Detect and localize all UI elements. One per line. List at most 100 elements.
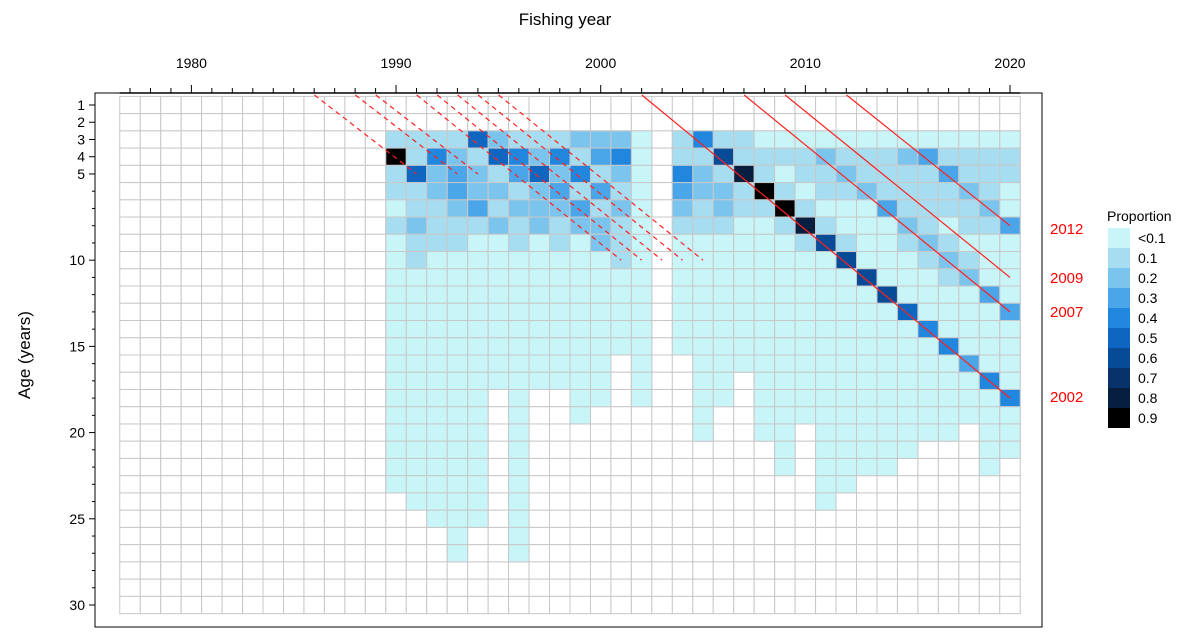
empty-cell [139, 509, 162, 528]
empty-cell [569, 423, 591, 442]
empty-cell [917, 457, 939, 477]
empty-cell [487, 492, 510, 511]
heatmap-cell [774, 320, 796, 339]
empty-cell [978, 95, 1001, 115]
empty-cell [385, 561, 407, 580]
heatmap-cell [876, 285, 898, 304]
empty-cell [344, 164, 366, 184]
heatmap-cell [446, 233, 469, 253]
heatmap-cell [426, 302, 448, 322]
empty-cell [180, 251, 203, 270]
empty-cell [242, 113, 264, 132]
empty-cell [180, 216, 203, 235]
heatmap-cell [978, 320, 1001, 339]
empty-cell [753, 578, 776, 597]
heatmap-cell [426, 285, 448, 304]
empty-cell [180, 509, 203, 528]
heatmap-cell [774, 302, 796, 322]
heatmap-cell [405, 320, 428, 339]
cohort-line [498, 94, 704, 261]
heatmap-cell [630, 302, 653, 322]
heatmap-cell [467, 354, 489, 373]
empty-cell [549, 457, 571, 477]
heatmap-cell [385, 388, 407, 408]
heatmap-cell [958, 268, 980, 287]
empty-cell [610, 406, 632, 425]
empty-cell [119, 457, 141, 477]
empty-cell [160, 526, 182, 546]
empty-cell [835, 544, 858, 563]
empty-cell [180, 440, 203, 459]
heatmap-cell [958, 406, 980, 425]
empty-cell [733, 544, 755, 563]
empty-cell [835, 561, 858, 580]
empty-cell [446, 113, 469, 132]
heatmap-cell [549, 130, 571, 149]
empty-cell [712, 526, 735, 546]
heatmap-cell [508, 371, 530, 390]
empty-cell [671, 440, 694, 459]
heatmap-cell [896, 199, 919, 218]
empty-cell [282, 285, 305, 304]
heatmap-cell [549, 320, 571, 339]
empty-cell [201, 440, 223, 459]
empty-cell [221, 595, 244, 615]
empty-cell [487, 561, 510, 580]
heatmap-cell [978, 337, 1001, 356]
legend-swatch [1108, 288, 1130, 308]
heatmap-cell [487, 354, 510, 373]
empty-cell [610, 509, 632, 528]
empty-cell [487, 440, 510, 459]
empty-cell [610, 544, 632, 563]
empty-cell [549, 388, 571, 408]
empty-cell [405, 595, 428, 615]
heatmap-cell [958, 251, 980, 270]
empty-cell [671, 595, 694, 615]
empty-cell [712, 492, 735, 511]
empty-cell [344, 285, 366, 304]
heatmap-cell [815, 406, 837, 425]
empty-cell [549, 440, 571, 459]
empty-cell [978, 113, 1001, 132]
empty-cell [323, 268, 346, 287]
heatmap-cell [426, 164, 448, 184]
empty-cell [630, 595, 653, 615]
heatmap-cell [467, 147, 489, 166]
heatmap-cell [446, 457, 469, 477]
empty-cell [119, 595, 141, 615]
legend-label: 0.6 [1138, 350, 1158, 366]
heatmap-cell [692, 164, 714, 184]
empty-cell [733, 371, 755, 390]
empty-cell [733, 595, 755, 615]
empty-cell [180, 130, 203, 149]
empty-cell [692, 595, 714, 615]
heatmap-cell [794, 406, 817, 425]
empty-cell [201, 388, 223, 408]
heatmap-cell [549, 268, 571, 287]
empty-cell [856, 561, 878, 580]
empty-cell [180, 526, 203, 546]
empty-cell [344, 216, 366, 235]
empty-cell [610, 595, 632, 615]
empty-cell [221, 457, 244, 477]
empty-cell [323, 113, 346, 132]
heatmap-cell [937, 371, 960, 390]
empty-cell [119, 526, 141, 546]
y-tick-label: 2 [77, 114, 85, 130]
heatmap-cell [733, 147, 755, 166]
legend-label: 0.8 [1138, 390, 1158, 406]
empty-cell [303, 216, 325, 235]
empty-cell [508, 561, 530, 580]
empty-cell [180, 320, 203, 339]
empty-cell [712, 561, 735, 580]
heatmap-cell [917, 423, 939, 442]
empty-cell [180, 199, 203, 218]
empty-cell [139, 561, 162, 580]
empty-cell [221, 233, 244, 253]
heatmap-cell [896, 233, 919, 253]
empty-cell [815, 561, 837, 580]
heatmap-cell [405, 354, 428, 373]
heatmap-cell [405, 388, 428, 408]
heatmap-cell [589, 371, 612, 390]
heatmap-cell [487, 337, 510, 356]
